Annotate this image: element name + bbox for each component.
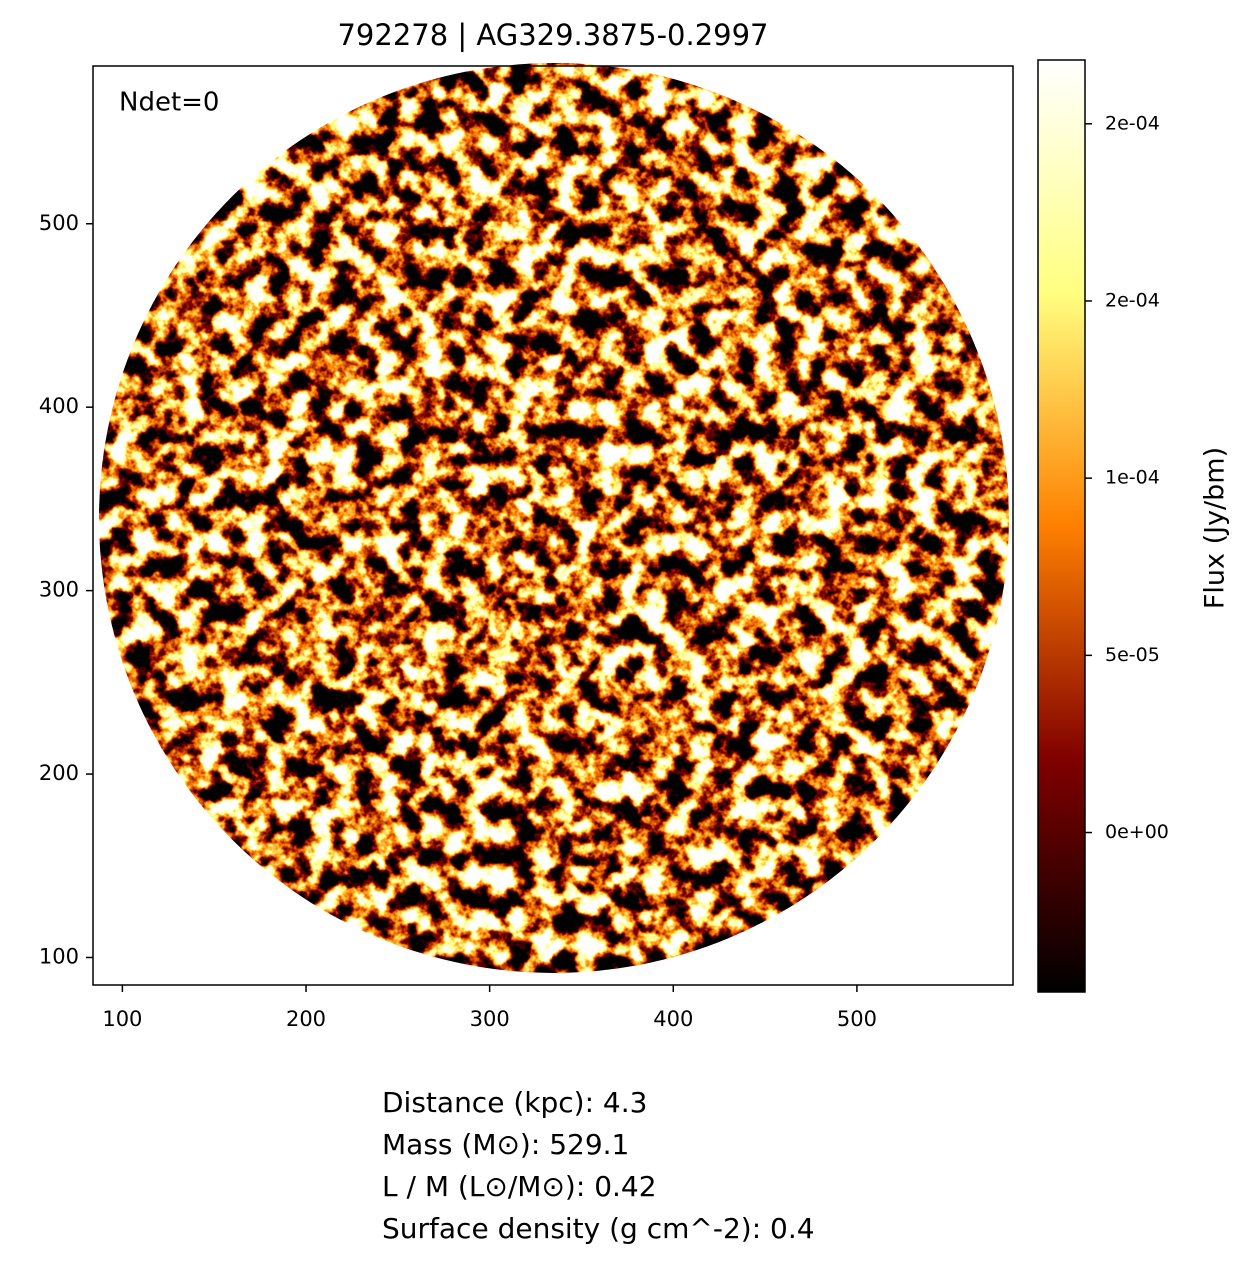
annotation: Ndet=0 [119,88,219,118]
colorbar-tick-label: 0e+00 [1105,821,1169,843]
info-line: Surface density (g cm^-2): 0.4 [382,1212,815,1245]
x-tick-label: 400 [653,1007,693,1031]
colorbar-tick-label: 2e-04 [1105,112,1160,134]
axes-frame [92,65,1014,986]
y-tick-label: 500 [39,211,79,235]
y-tick-label: 300 [39,578,79,602]
x-tick-label: 200 [286,1007,326,1031]
info-line: L / M (L⊙/M⊙): 0.42 [382,1170,657,1203]
x-tick-label: 300 [470,1007,510,1031]
colorbar-label: Flux (Jy/bm) [1200,447,1231,609]
colorbar-tick-label: 1e-04 [1105,467,1160,489]
x-tick-label: 100 [102,1007,142,1031]
y-tick-label: 400 [39,394,79,418]
y-tick-label: 100 [39,944,79,968]
chart-title: 792278 | AG329.3875-0.2997 [337,18,768,52]
colorbar [1037,59,1086,993]
x-tick-label: 500 [837,1007,877,1031]
colorbar-tick-label: 5e-05 [1105,644,1160,666]
info-line: Distance (kpc): 4.3 [382,1086,647,1119]
flux-image [99,63,1009,973]
colorbar-tick-label: 2e-04 [1105,289,1160,311]
y-tick-label: 200 [39,761,79,785]
info-line: Mass (M⊙): 529.1 [382,1128,629,1161]
